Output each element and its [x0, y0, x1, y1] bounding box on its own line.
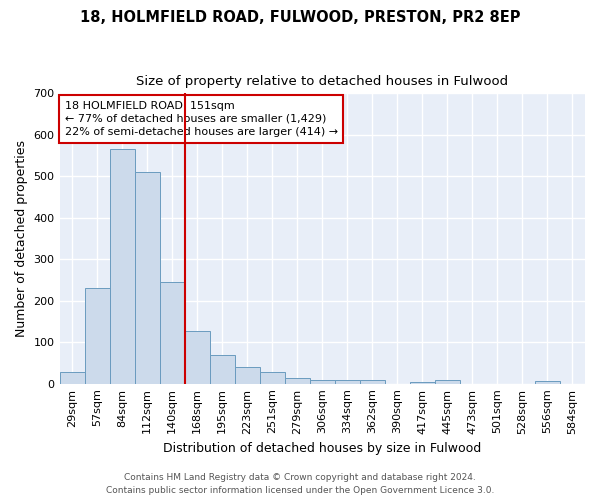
Bar: [235, 367, 260, 384]
Bar: [335, 380, 360, 384]
Bar: [110, 150, 134, 384]
Text: 18 HOLMFIELD ROAD: 151sqm
← 77% of detached houses are smaller (1,429)
22% of se: 18 HOLMFIELD ROAD: 151sqm ← 77% of detac…: [65, 100, 338, 137]
Bar: [410, 382, 435, 384]
Bar: [310, 380, 335, 384]
X-axis label: Distribution of detached houses by size in Fulwood: Distribution of detached houses by size …: [163, 442, 481, 455]
Text: Contains HM Land Registry data © Crown copyright and database right 2024.
Contai: Contains HM Land Registry data © Crown c…: [106, 474, 494, 495]
Text: 18, HOLMFIELD ROAD, FULWOOD, PRESTON, PR2 8EP: 18, HOLMFIELD ROAD, FULWOOD, PRESTON, PR…: [80, 10, 520, 25]
Bar: [160, 282, 185, 384]
Bar: [134, 172, 160, 384]
Bar: [260, 372, 285, 384]
Bar: [59, 372, 85, 384]
Bar: [285, 378, 310, 384]
Bar: [209, 354, 235, 384]
Bar: [535, 381, 560, 384]
Bar: [435, 380, 460, 384]
Bar: [85, 288, 110, 384]
Y-axis label: Number of detached properties: Number of detached properties: [15, 140, 28, 337]
Bar: [360, 380, 385, 384]
Title: Size of property relative to detached houses in Fulwood: Size of property relative to detached ho…: [136, 75, 508, 88]
Bar: [185, 330, 209, 384]
